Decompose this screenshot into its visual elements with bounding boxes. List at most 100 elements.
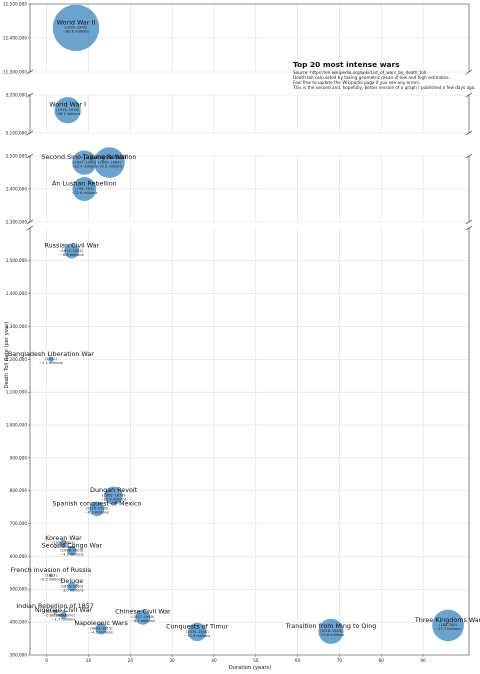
chart-note-3: Feel free to update the Wikipedia page i…	[293, 80, 420, 85]
y-tick-label: 500,000	[10, 587, 28, 592]
x-tick-label: 80	[379, 658, 385, 663]
y-tick-label: 1,000,000	[6, 422, 28, 427]
war-name-label: Nigerian Civil War	[35, 606, 92, 614]
war-deaths-label: ~8.3 millions	[85, 511, 109, 515]
war-name-label: An Lushan Rebellion	[52, 180, 117, 188]
chart-note-4: This is the second and, hopefully, bette…	[292, 85, 476, 90]
war-years-label: (1519–1530)	[85, 507, 108, 511]
war-years-label: (1998–2003)	[60, 549, 83, 553]
chart-points	[47, 4, 465, 645]
war-years-label: (1967–1970)	[52, 613, 75, 617]
y-tick-label: 1,500,000	[6, 258, 28, 263]
y-tick-label: 1,200,000	[6, 357, 28, 362]
axis-break-mark	[26, 69, 34, 75]
war-deaths-label: ~80.6 millions	[63, 30, 89, 34]
y-tick-label: 2,500,000	[6, 153, 28, 158]
war-years-label: (1937–1945)	[73, 160, 96, 164]
war-point	[89, 501, 105, 517]
war-name-label: Deluge	[60, 577, 83, 585]
war-point	[48, 573, 53, 578]
y-tick-label: 700,000	[10, 521, 28, 526]
axis-break-mark	[465, 130, 473, 136]
y-axis-panel-1: 11,300,000 11,400,000 11,500,000	[3, 1, 473, 75]
y-tick-label: 800,000	[10, 488, 28, 493]
war-point	[187, 622, 207, 642]
war-name-label: Napoleonic Wars	[74, 619, 128, 627]
y-tick-label: 600,000	[10, 554, 28, 559]
war-deaths-label: ~22.4 millions	[71, 164, 97, 168]
war-years-label: (1971)	[45, 357, 58, 361]
y-tick-label: 900,000	[10, 455, 28, 460]
y-tick-label: 11,400,000	[3, 35, 27, 40]
war-name-label: Transition from Ming to Qing	[285, 622, 377, 630]
x-tick-label: 60	[295, 658, 301, 663]
y-tick-label: 1,400,000	[6, 291, 28, 296]
war-name-label: Second Sino-Japanese War	[42, 153, 128, 161]
x-axis-label: Duration (years)	[229, 665, 272, 671]
y-tick-label: 1,300,000	[6, 324, 28, 329]
war-years-label: (1370–1405)	[186, 630, 209, 634]
y-tick-label: 2,400,000	[6, 186, 28, 191]
war-deaths-label: ~1.7 millions	[52, 617, 76, 621]
axis-break-mark	[26, 219, 34, 225]
war-deaths-label: ~1.2 millions	[39, 361, 63, 365]
war-deaths-label: ~37.7 millions	[435, 627, 461, 631]
war-point	[59, 612, 67, 620]
axis-break-mark	[465, 219, 473, 225]
war-years-label: (1850–1864)	[98, 160, 121, 164]
chart-note-1: Source: https://en.wikipedia.org/wiki/Li…	[293, 70, 426, 75]
war-name-label: Chinese Civil War	[115, 608, 171, 616]
war-deaths-label: ~8.7 millions	[131, 619, 155, 623]
y-axis-panel-4: 300,000 400,000 500,000 600,000 700,000 800,0…	[6, 225, 473, 657]
war-point	[135, 609, 151, 626]
war-point	[67, 582, 77, 592]
war-deaths-label: ~2.0 millions	[52, 545, 76, 549]
war-point	[54, 96, 82, 124]
war-point	[72, 176, 97, 202]
war-deaths-label: ~21.6 millions	[71, 191, 97, 195]
war-name-label: Second Congo War	[42, 541, 103, 549]
war-deaths-label: ~12.6 millions	[101, 497, 127, 501]
y-tick-label: 400,000	[10, 620, 28, 625]
war-name-label: Dungan Revolt	[90, 486, 138, 494]
war-point	[431, 609, 465, 642]
war-years-label: (1655–1660)	[60, 584, 83, 588]
axis-break-mark	[465, 225, 473, 231]
y-axis-label: Death Toll Rate (per year)	[4, 322, 10, 389]
chart-annotation: Top 20 most intense wars Source: https:/…	[292, 60, 476, 90]
y-axis-panel-2: 5,100,000 5,200,000	[6, 92, 473, 136]
war-name-label: World War I	[49, 101, 86, 109]
axis-break-mark	[465, 69, 473, 75]
war-point	[47, 356, 54, 363]
war-name-label: Indian Rebellion of 1857	[16, 602, 94, 610]
war-name-label: Russian Civil War	[44, 241, 99, 249]
war-years-label: (1803–1815)	[90, 627, 113, 631]
war-point	[318, 618, 344, 645]
y-tick-label: 300,000	[10, 652, 28, 657]
chart-point-labels: World War II(1939–1945)~80.6 millions Wor…	[8, 18, 480, 638]
x-axis: 0 10 20 30 40 50 60 70 80 90	[45, 655, 426, 663]
war-name-label: Bangladesh Liberation War	[8, 350, 94, 358]
chart-note-2: Death toll calculated by taking geometri…	[293, 75, 450, 80]
war-deaths-label: ~35.6 millions	[96, 164, 122, 168]
y-tick-label: 1,100,000	[6, 390, 28, 395]
war-years-label: (755–763)	[75, 187, 94, 191]
war-deaths-label: ~0.8 millions	[43, 613, 67, 617]
x-tick-label: 10	[86, 658, 92, 663]
y-tick-label: 5,100,000	[6, 130, 28, 135]
war-deaths-label: ~26.1 millions	[55, 112, 81, 116]
war-deaths-label: ~23.8 millions	[318, 633, 344, 637]
y-tick-label: 5,200,000	[6, 92, 28, 97]
war-name-label: Three Kingdoms War	[414, 616, 480, 624]
war-point	[52, 4, 100, 52]
war-point	[95, 622, 107, 635]
war-point	[59, 539, 68, 548]
war-years-label: (1857–1858)	[44, 609, 67, 613]
war-years-label: (1927–1949)	[131, 615, 154, 619]
axis-break-mark	[26, 225, 34, 231]
war-years-label: (1618–1683)	[320, 629, 343, 633]
war-deaths-label: ~12.9 millions	[184, 634, 210, 638]
x-tick-label: 30	[169, 658, 175, 663]
war-deaths-label: ~3.3 millions	[60, 553, 84, 557]
axis-break-mark	[26, 92, 34, 98]
